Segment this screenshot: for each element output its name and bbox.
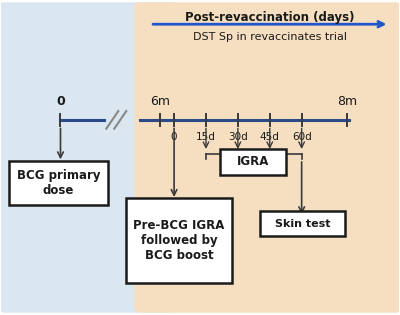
Text: Pre-BCG IGRA
followed by
BCG boost: Pre-BCG IGRA followed by BCG boost bbox=[133, 219, 225, 262]
Text: 8m: 8m bbox=[338, 95, 358, 108]
Text: Post-revaccination (days): Post-revaccination (days) bbox=[185, 11, 354, 24]
FancyBboxPatch shape bbox=[126, 198, 232, 283]
Text: DST Sp in revaccinates trial: DST Sp in revaccinates trial bbox=[193, 32, 347, 42]
Text: 0: 0 bbox=[56, 95, 65, 108]
FancyBboxPatch shape bbox=[9, 161, 108, 204]
Text: 45d: 45d bbox=[260, 132, 280, 142]
Text: Skin test: Skin test bbox=[275, 219, 330, 229]
Text: 15d: 15d bbox=[196, 132, 216, 142]
FancyBboxPatch shape bbox=[260, 211, 346, 236]
Text: BCG primary
dose: BCG primary dose bbox=[17, 169, 100, 197]
Text: 30d: 30d bbox=[228, 132, 248, 142]
FancyBboxPatch shape bbox=[220, 149, 286, 175]
Text: 6m: 6m bbox=[150, 95, 170, 108]
Text: IGRA: IGRA bbox=[237, 155, 269, 169]
Text: 60d: 60d bbox=[292, 132, 312, 142]
Text: 0: 0 bbox=[171, 132, 177, 142]
FancyBboxPatch shape bbox=[134, 2, 400, 313]
FancyBboxPatch shape bbox=[0, 2, 178, 313]
